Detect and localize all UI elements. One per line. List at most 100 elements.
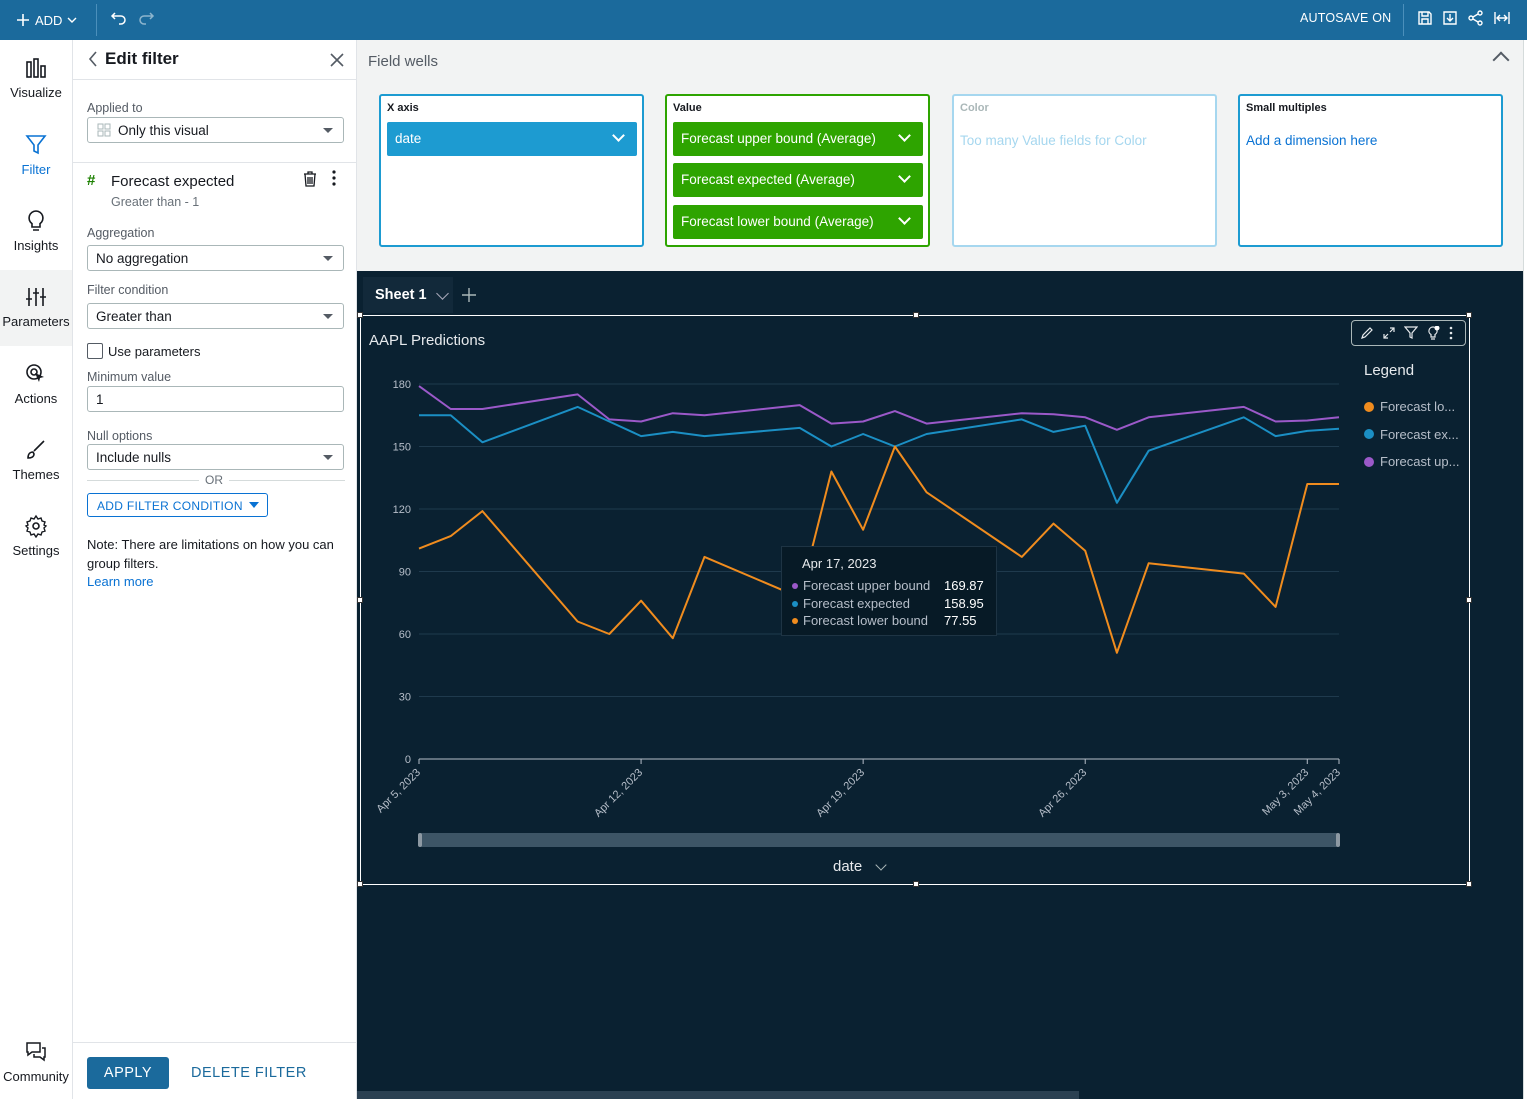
resize-handle[interactable] [1466, 881, 1472, 887]
small-multiples-placeholder[interactable]: Add a dimension here [1246, 133, 1378, 148]
nav-visualize[interactable]: Visualize [0, 56, 72, 126]
chevron-down-icon[interactable] [436, 287, 449, 300]
filter-condition-select[interactable]: Greater than [87, 303, 344, 329]
fit-width-icon[interactable] [1493, 9, 1511, 27]
close-icon[interactable] [329, 52, 345, 68]
y-tick-label: 90 [399, 567, 411, 579]
add-button-label: ADD [35, 12, 63, 28]
field-pill-label: date [395, 131, 422, 146]
more-options-icon[interactable] [331, 169, 337, 187]
small-multiples-well[interactable]: Small multiples Add a dimension here [1238, 94, 1503, 247]
autosave-status[interactable]: AUTOSAVE ON [1300, 11, 1392, 25]
legend-item-upper[interactable]: Forecast up... [1364, 448, 1469, 476]
resize-handle[interactable] [1466, 312, 1472, 318]
line-chart[interactable]: 0 30 60 90 120 150 180 Apr 5, 2023 Apr 12, 2023 A… [361, 316, 1361, 856]
add-filter-condition-button[interactable]: ADD FILTER CONDITION [87, 493, 268, 517]
toolbar-divider [1403, 4, 1404, 36]
resize-handle[interactable] [357, 597, 363, 603]
nav-settings[interactable]: Settings [0, 514, 72, 584]
filter-condition-label: Filter condition [87, 283, 169, 297]
sliders-icon [26, 288, 46, 306]
add-filter-condition-label: ADD FILTER CONDITION [97, 499, 243, 513]
filter-item[interactable]: # Forecast expected Greater than - 1 [73, 162, 357, 212]
tooltip-value: 77.55 [944, 613, 977, 628]
nav-filter[interactable]: Filter [0, 133, 72, 203]
pencil-icon[interactable] [1360, 326, 1374, 340]
measure-hash-icon: # [87, 172, 96, 189]
more-options-icon[interactable] [1448, 326, 1454, 340]
share-icon[interactable] [1467, 9, 1485, 27]
chart-tooltip: Apr 17, 2023 Forecast upper bound 169.87… [781, 546, 997, 636]
chat-icon [26, 1042, 46, 1062]
use-parameters-checkbox[interactable] [87, 343, 103, 359]
brush-icon [27, 440, 45, 459]
nav-insights[interactable]: Insights [0, 209, 72, 279]
caret-down-icon [323, 455, 333, 460]
tab-sheet-1[interactable]: Sheet 1 [363, 277, 453, 313]
range-slider-handle [1336, 833, 1340, 847]
series-line [418, 385, 1340, 431]
redo-icon[interactable] [137, 10, 155, 26]
resize-handle[interactable] [357, 881, 363, 887]
x-axis-field-name: date [833, 858, 863, 875]
export-icon[interactable] [1441, 9, 1459, 27]
filter-summary: Greater than - 1 [111, 195, 200, 209]
tooltip-row-expected: Forecast expected 158.95 [792, 596, 984, 611]
x-axis-field-label[interactable]: date [833, 858, 887, 875]
resize-handle[interactable] [357, 312, 363, 318]
visual-menu [1351, 320, 1466, 346]
field-wells-title: Field wells [368, 53, 439, 70]
chevron-up-icon[interactable] [1492, 51, 1510, 69]
legend-dot [792, 582, 798, 589]
minimum-value-input[interactable]: 1 [87, 386, 344, 412]
chevron-down-icon [67, 17, 77, 23]
chevron-left-icon[interactable] [87, 49, 99, 69]
color-well[interactable]: Color Too many Value fields for Color [952, 94, 1217, 247]
nav-actions[interactable]: Actions [0, 362, 72, 432]
field-pill[interactable]: Forecast upper bound (Average) [673, 122, 923, 156]
field-pill[interactable]: Forecast lower bound (Average) [673, 205, 923, 239]
x-axis-well[interactable]: X axis date [379, 94, 644, 247]
trash-icon[interactable] [303, 171, 317, 187]
chevron-down-icon [898, 129, 911, 142]
learn-more-link[interactable]: Learn more [87, 574, 154, 589]
null-options-select[interactable]: Include nulls [87, 444, 344, 470]
cursor-click-icon [26, 364, 44, 382]
field-pill[interactable]: date [387, 122, 637, 156]
chevron-down-icon [898, 212, 911, 225]
nav-label: Filter [21, 162, 51, 177]
applied-to-select[interactable]: Only this visual [87, 117, 344, 143]
edit-filter-panel: Edit filter Applied to Only this visual … [73, 40, 357, 1099]
range-slider-handle [418, 833, 422, 847]
line-chart-visual[interactable]: AAPL Predictions 0 30 60 90 120 150 180 Apr 5, … [357, 312, 1472, 887]
resize-handle[interactable] [913, 881, 919, 887]
nav-community[interactable]: Community [0, 1040, 72, 1099]
value-well[interactable]: Value Forecast upper bound (Average) For… [665, 94, 930, 247]
resize-handle[interactable] [913, 312, 919, 318]
tooltip-series-name: Forecast expected [803, 596, 910, 611]
left-navigation: Visualize Filter Insights Parameters Act… [0, 40, 73, 1099]
horizontal-scrollbar[interactable] [357, 1091, 1079, 1099]
field-pill[interactable]: Forecast expected (Average) [673, 163, 923, 197]
expand-icon[interactable] [1382, 326, 1396, 340]
well-title: Value [673, 102, 702, 114]
delete-filter-button[interactable]: DELETE FILTER [191, 1065, 307, 1081]
nav-themes[interactable]: Themes [0, 438, 72, 508]
save-icon[interactable] [1416, 9, 1434, 27]
visual-title[interactable]: AAPL Predictions [369, 332, 486, 349]
legend-item-expected[interactable]: Forecast ex... [1364, 421, 1469, 449]
toolbar-divider [96, 4, 97, 36]
add-sheet-icon[interactable] [461, 287, 477, 303]
lightbulb-icon[interactable] [1426, 326, 1440, 340]
nav-parameters[interactable]: Parameters [0, 270, 72, 346]
aggregation-select[interactable]: No aggregation [87, 245, 344, 271]
filter-icon[interactable] [1404, 326, 1418, 340]
legend-item-lower[interactable]: Forecast lo... [1364, 393, 1469, 421]
apply-button[interactable]: APPLY [87, 1057, 169, 1089]
legend-dot [1364, 401, 1374, 412]
y-tick-label: 180 [393, 379, 411, 391]
add-button[interactable]: ADD [16, 0, 77, 40]
undo-icon[interactable] [110, 10, 128, 26]
resize-handle[interactable] [1466, 597, 1472, 603]
aggregation-label: Aggregation [87, 226, 155, 240]
